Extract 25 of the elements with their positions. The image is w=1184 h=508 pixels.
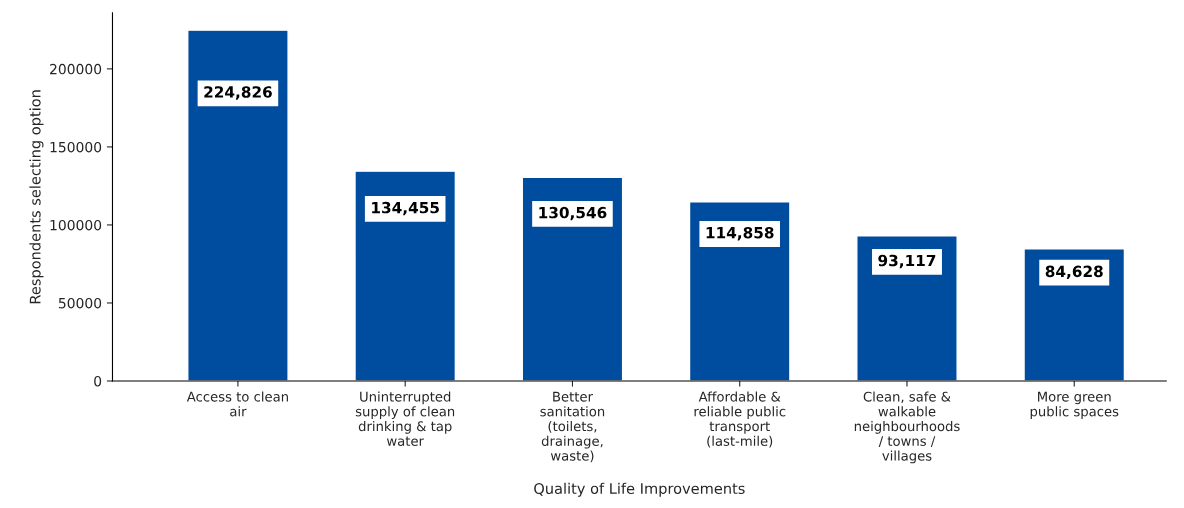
y-tick-label: 0 xyxy=(94,375,102,387)
y-tick-label: 200000 xyxy=(50,63,102,75)
bar xyxy=(521,176,624,381)
y-tick-label: 150000 xyxy=(50,141,102,153)
y-tick-label: 50000 xyxy=(58,297,102,309)
x-tick-label: Better sanitation (toilets, drainage, waste) xyxy=(540,391,605,463)
x-tick-label: Affordable & reliable public transport (last-mile) xyxy=(694,391,786,448)
bar xyxy=(688,201,791,381)
data-label: 130,546 xyxy=(539,206,607,221)
bar xyxy=(354,170,457,381)
y-tick-label: 100000 xyxy=(50,219,102,231)
data-label: 84,628 xyxy=(1045,265,1103,280)
x-tick-label: More green public spaces xyxy=(1030,391,1119,419)
bar xyxy=(187,29,289,381)
x-axis-title: Quality of Life Improvements xyxy=(534,482,745,497)
x-tick-label: Access to clean air xyxy=(186,391,288,417)
y-axis-title: Respondents selecting option xyxy=(29,90,44,304)
data-label: 224,826 xyxy=(204,86,272,100)
data-label: 114,858 xyxy=(706,226,774,241)
x-tick-label: Uninterrupted supply of clean drinking & tap water xyxy=(355,391,455,446)
bar xyxy=(1023,248,1126,381)
data-label: 134,455 xyxy=(372,201,439,216)
x-tick-label: Clean, safe & walkable neighbourhoods / towns / villages xyxy=(854,391,960,464)
data-label: 93,117 xyxy=(878,254,936,269)
bar xyxy=(856,234,958,381)
